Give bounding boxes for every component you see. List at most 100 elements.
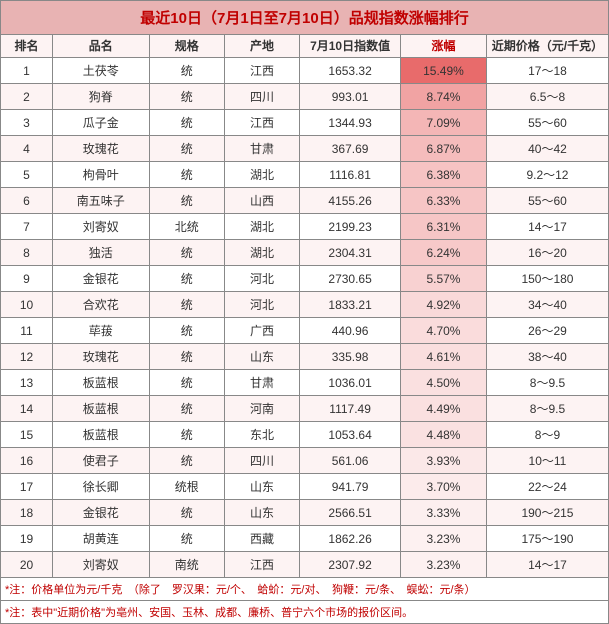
- cell-name: 金银花: [52, 500, 149, 526]
- cell-price: 16～20: [486, 240, 608, 266]
- cell-origin: 江西: [224, 110, 299, 136]
- cell-name: 瓜子金: [52, 110, 149, 136]
- table-row: 3瓜子金统江西1344.937.09%55～60: [1, 110, 609, 136]
- cell-rank: 8: [1, 240, 53, 266]
- cell-price: 10～11: [486, 448, 608, 474]
- cell-spec: 统: [149, 448, 224, 474]
- ranking-table: 最近10日（7月1日至7月10日）品规指数涨幅排行 排名 品名 规格 产地 7月…: [0, 0, 609, 578]
- cell-name: 狗脊: [52, 84, 149, 110]
- cell-origin: 河北: [224, 292, 299, 318]
- cell-rank: 16: [1, 448, 53, 474]
- footnote-2: *注：表中"近期价格"为亳州、安国、玉林、成都、廉桥、普宁六个市场的报价区间。: [0, 601, 609, 624]
- cell-rank: 7: [1, 214, 53, 240]
- cell-origin: 河南: [224, 396, 299, 422]
- cell-name: 刘寄奴: [52, 214, 149, 240]
- cell-origin: 甘肃: [224, 136, 299, 162]
- cell-origin: 山东: [224, 474, 299, 500]
- cell-spec: 统: [149, 396, 224, 422]
- cell-spec: 统: [149, 526, 224, 552]
- table-row: 5枸骨叶统湖北1116.816.38%9.2～12: [1, 162, 609, 188]
- cell-index: 993.01: [300, 84, 401, 110]
- cell-index: 335.98: [300, 344, 401, 370]
- cell-spec: 统: [149, 58, 224, 84]
- cell-change: 4.50%: [400, 370, 486, 396]
- cell-change: 15.49%: [400, 58, 486, 84]
- cell-index: 1833.21: [300, 292, 401, 318]
- cell-origin: 山西: [224, 188, 299, 214]
- cell-rank: 14: [1, 396, 53, 422]
- cell-spec: 统: [149, 266, 224, 292]
- cell-change: 3.70%: [400, 474, 486, 500]
- header-change: 涨幅: [400, 35, 486, 58]
- cell-rank: 12: [1, 344, 53, 370]
- cell-rank: 13: [1, 370, 53, 396]
- header-spec: 规格: [149, 35, 224, 58]
- cell-change: 4.49%: [400, 396, 486, 422]
- cell-price: 34～40: [486, 292, 608, 318]
- cell-price: 55～60: [486, 110, 608, 136]
- cell-index: 2304.31: [300, 240, 401, 266]
- table-row: 15板蓝根统东北1053.644.48%8～9: [1, 422, 609, 448]
- cell-rank: 2: [1, 84, 53, 110]
- cell-change: 3.23%: [400, 552, 486, 578]
- cell-origin: 湖北: [224, 214, 299, 240]
- table-row: 8独活统湖北2304.316.24%16～20: [1, 240, 609, 266]
- cell-spec: 统: [149, 84, 224, 110]
- cell-price: 40～42: [486, 136, 608, 162]
- cell-price: 26～29: [486, 318, 608, 344]
- cell-name: 板蓝根: [52, 422, 149, 448]
- table-title: 最近10日（7月1日至7月10日）品规指数涨幅排行: [1, 1, 609, 35]
- cell-change: 4.48%: [400, 422, 486, 448]
- cell-spec: 统: [149, 240, 224, 266]
- header-row: 排名 品名 规格 产地 7月10日指数值 涨幅 近期价格（元/千克）: [1, 35, 609, 58]
- cell-index: 2199.23: [300, 214, 401, 240]
- cell-origin: 东北: [224, 422, 299, 448]
- cell-spec: 统: [149, 318, 224, 344]
- cell-name: 板蓝根: [52, 396, 149, 422]
- cell-price: 55～60: [486, 188, 608, 214]
- header-name: 品名: [52, 35, 149, 58]
- cell-price: 14～17: [486, 214, 608, 240]
- cell-index: 1344.93: [300, 110, 401, 136]
- cell-origin: 湖北: [224, 162, 299, 188]
- table-row: 19胡黄连统西藏1862.263.23%175～190: [1, 526, 609, 552]
- footnote-1: *注：价格单位为元/千克 （除了 罗汉果：元/个、 蛤蚧：元/对、 狗鞭：元/条…: [0, 578, 609, 601]
- cell-rank: 17: [1, 474, 53, 500]
- table-row: 7刘寄奴北统湖北2199.236.31%14～17: [1, 214, 609, 240]
- table-row: 1土茯苓统江西1653.3215.49%17～18: [1, 58, 609, 84]
- table-row: 16使君子统四川561.063.93%10～11: [1, 448, 609, 474]
- cell-spec: 统根: [149, 474, 224, 500]
- table-row: 14板蓝根统河南1117.494.49%8～9.5: [1, 396, 609, 422]
- cell-spec: 统: [149, 162, 224, 188]
- cell-price: 9.2～12: [486, 162, 608, 188]
- cell-index: 2566.51: [300, 500, 401, 526]
- cell-index: 1036.01: [300, 370, 401, 396]
- cell-rank: 3: [1, 110, 53, 136]
- cell-index: 1117.49: [300, 396, 401, 422]
- cell-change: 6.33%: [400, 188, 486, 214]
- cell-spec: 统: [149, 110, 224, 136]
- cell-rank: 1: [1, 58, 53, 84]
- cell-price: 190～215: [486, 500, 608, 526]
- cell-price: 17～18: [486, 58, 608, 84]
- cell-price: 6.5～8: [486, 84, 608, 110]
- cell-name: 独活: [52, 240, 149, 266]
- table-body: 1土茯苓统江西1653.3215.49%17～182狗脊统四川993.018.7…: [1, 58, 609, 578]
- cell-index: 941.79: [300, 474, 401, 500]
- cell-change: 6.87%: [400, 136, 486, 162]
- header-price: 近期价格（元/千克）: [486, 35, 608, 58]
- cell-name: 南五味子: [52, 188, 149, 214]
- header-origin: 产地: [224, 35, 299, 58]
- cell-index: 561.06: [300, 448, 401, 474]
- cell-index: 4155.26: [300, 188, 401, 214]
- cell-change: 3.93%: [400, 448, 486, 474]
- cell-price: 175～190: [486, 526, 608, 552]
- cell-rank: 10: [1, 292, 53, 318]
- cell-change: 6.24%: [400, 240, 486, 266]
- header-rank: 排名: [1, 35, 53, 58]
- table-row: 18金银花统山东2566.513.33%190～215: [1, 500, 609, 526]
- cell-name: 荜菝: [52, 318, 149, 344]
- cell-price: 8～9: [486, 422, 608, 448]
- table-row: 4玫瑰花统甘肃367.696.87%40～42: [1, 136, 609, 162]
- cell-spec: 统: [149, 500, 224, 526]
